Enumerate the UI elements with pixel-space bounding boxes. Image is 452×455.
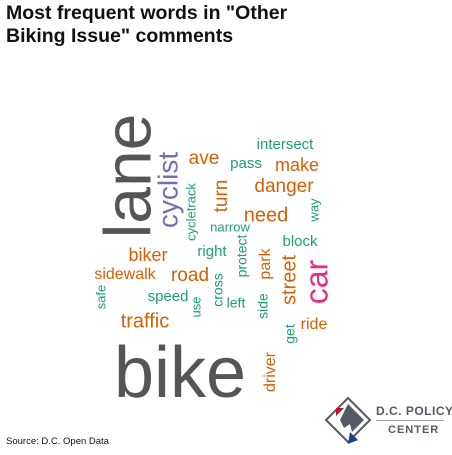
word-biker: biker bbox=[128, 245, 167, 265]
word-need: need bbox=[244, 204, 289, 226]
word-danger: danger bbox=[254, 176, 314, 197]
dc-policy-center-logo: D.C. POLICY CENTER bbox=[322, 394, 446, 450]
word-block: block bbox=[282, 233, 318, 250]
word-ave: ave bbox=[189, 148, 220, 169]
word-sidewalk: sidewalk bbox=[94, 266, 156, 283]
logo-line2: CENTER bbox=[388, 424, 439, 436]
logo-line1: D.C. POLICY bbox=[376, 404, 452, 418]
word-way: way bbox=[306, 198, 321, 223]
source-note: Source: D.C. Open Data bbox=[6, 436, 109, 447]
word-right: right bbox=[197, 243, 227, 260]
word-turn: turn bbox=[211, 180, 232, 213]
word-traffic: traffic bbox=[121, 310, 170, 332]
word-get: get bbox=[282, 324, 298, 344]
word-intersect: intersect bbox=[257, 136, 315, 153]
word-side: side bbox=[255, 293, 271, 319]
word-car: car bbox=[298, 259, 334, 304]
word-park: park bbox=[257, 247, 274, 279]
word-cross: cross bbox=[210, 273, 226, 306]
word-cyclist: cyclist bbox=[152, 152, 183, 228]
word-protect: protect bbox=[234, 234, 250, 277]
word-cycletrack: cycletrack bbox=[183, 183, 198, 241]
word-pass: pass bbox=[230, 155, 262, 172]
word-bike: bike bbox=[114, 333, 246, 413]
word-make: make bbox=[275, 155, 319, 175]
logo-divider bbox=[376, 420, 444, 421]
word-ride: ride bbox=[301, 316, 328, 333]
dc-map-icon bbox=[322, 394, 376, 450]
word-road: road bbox=[171, 265, 209, 286]
word-safe: safe bbox=[93, 285, 108, 310]
word-use: use bbox=[188, 297, 203, 318]
word-speed: speed bbox=[148, 288, 189, 305]
word-street: street bbox=[278, 255, 300, 305]
word-driver: driver bbox=[262, 351, 279, 392]
word-narrow: narrow bbox=[210, 219, 250, 234]
word-left: left bbox=[227, 295, 246, 311]
